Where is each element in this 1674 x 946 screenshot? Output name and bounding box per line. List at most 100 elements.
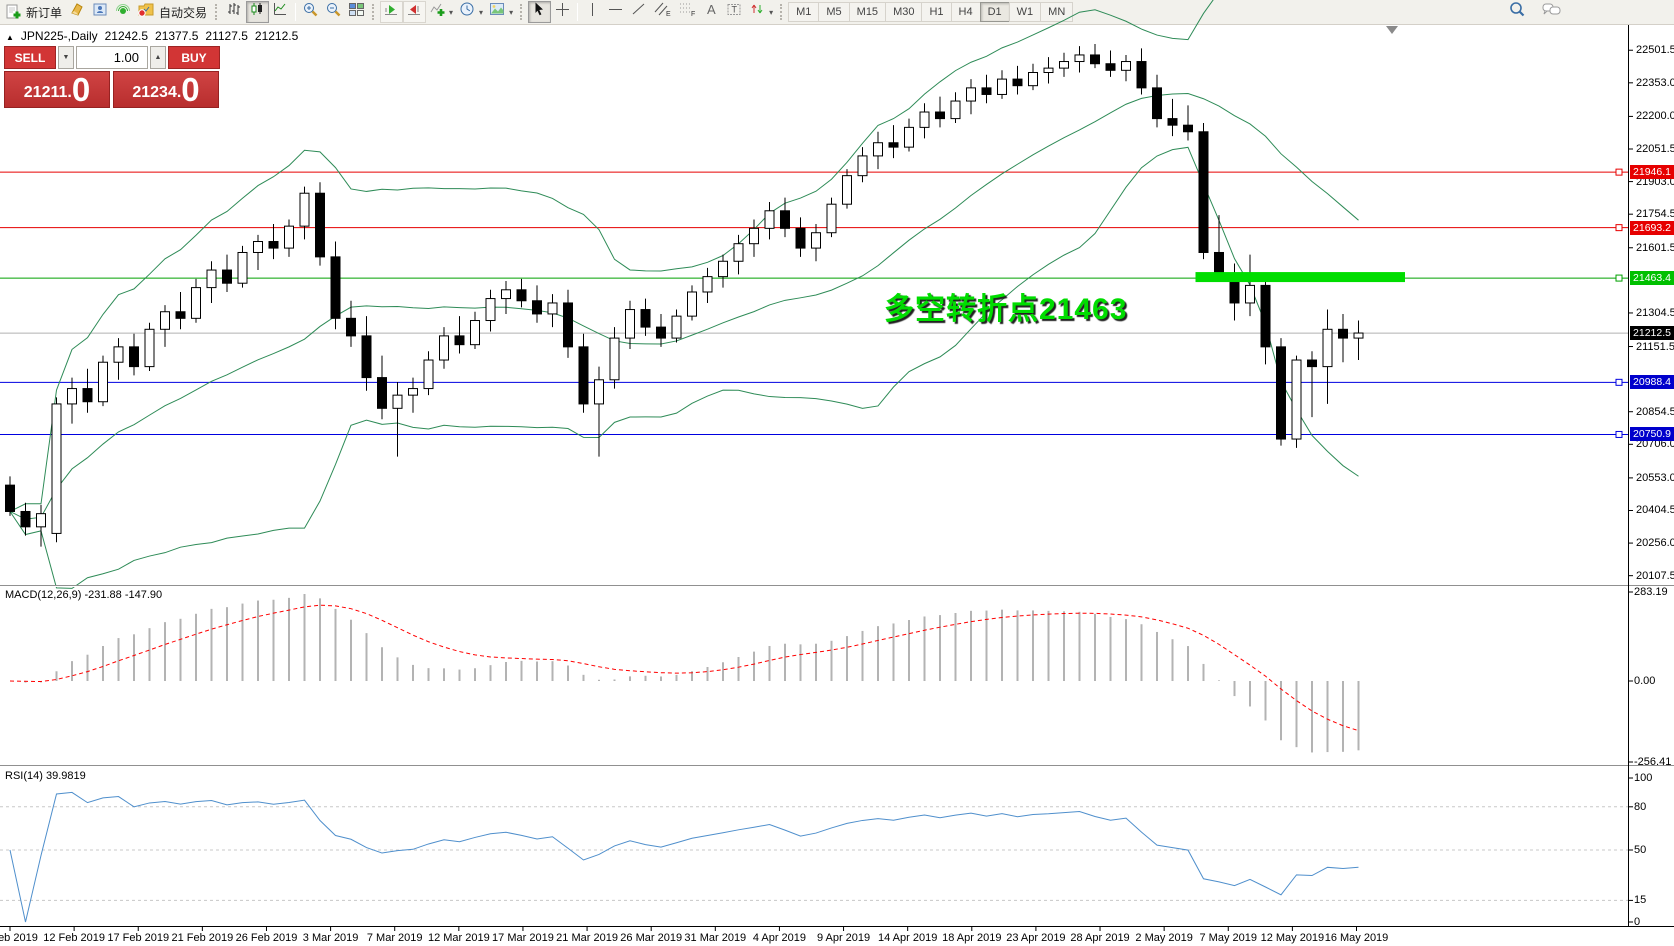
macd-scale-label: 0.00 bbox=[1634, 675, 1656, 687]
text-label-button[interactable]: T bbox=[723, 1, 746, 23]
auto-scroll-button[interactable] bbox=[380, 1, 404, 23]
channel-icon: E bbox=[653, 1, 672, 23]
price-level-badge: 20988.4 bbox=[1630, 375, 1674, 390]
crosshair-button[interactable] bbox=[551, 1, 574, 23]
toolbar-grip bbox=[215, 4, 219, 20]
one-click-trading-panel: SELL ▼ ▲ BUY 21211.0 21234.0 bbox=[4, 46, 222, 108]
horizontal-line-button[interactable] bbox=[604, 1, 627, 23]
auto-trading-label[interactable]: 自动交易 bbox=[159, 5, 208, 20]
svg-text:T: T bbox=[732, 5, 738, 15]
bar-chart-icon bbox=[226, 1, 243, 23]
tile-windows-button[interactable] bbox=[345, 1, 368, 23]
date-label: 21 Feb 2019 bbox=[171, 932, 234, 944]
search-button[interactable] bbox=[1505, 1, 1529, 23]
rsi-scale-label: 100 bbox=[1634, 772, 1653, 784]
rsi-indicator-label: RSI(14) 39.9819 bbox=[5, 770, 86, 782]
timeframe-M5[interactable]: M5 bbox=[818, 2, 850, 22]
text-icon: A bbox=[703, 1, 720, 23]
collapse-triangle-icon[interactable]: ▲ bbox=[6, 33, 14, 42]
highlight-bar[interactable] bbox=[1195, 272, 1406, 283]
bollinger-bands bbox=[9, 0, 1359, 589]
chart-shift-marker-icon[interactable] bbox=[1386, 26, 1398, 34]
price-level-badge: 21693.2 bbox=[1630, 220, 1674, 235]
volume-increment-button[interactable]: ▲ bbox=[150, 46, 166, 69]
price-tick-label: 21754.5 bbox=[1636, 208, 1674, 221]
profile-button[interactable] bbox=[89, 1, 112, 23]
indicators-button[interactable]: ▾ bbox=[426, 1, 456, 23]
timeframe-MN[interactable]: MN bbox=[1040, 2, 1074, 22]
rsi-scale-label: 50 bbox=[1634, 844, 1647, 856]
text-label-icon: T bbox=[726, 1, 743, 23]
auto-trading-button[interactable] bbox=[135, 1, 158, 23]
new-order-button[interactable] bbox=[2, 1, 25, 23]
text-button[interactable]: A bbox=[700, 1, 723, 23]
zoom-out-button[interactable] bbox=[322, 1, 345, 23]
date-label: 31 Mar 2019 bbox=[684, 932, 747, 944]
crayon-button[interactable] bbox=[66, 1, 89, 23]
rsi-scale-label: 80 bbox=[1634, 800, 1647, 813]
svg-text:A: A bbox=[707, 2, 716, 17]
periods-button[interactable]: ▾ bbox=[456, 1, 486, 23]
templates-button[interactable]: ▾ bbox=[486, 1, 516, 23]
buy-price-dot: . bbox=[176, 84, 182, 101]
candlestick-chart-button[interactable] bbox=[246, 1, 270, 23]
current-price-badge: 21212.5 bbox=[1630, 326, 1674, 341]
timeframe-M15[interactable]: M15 bbox=[848, 2, 887, 22]
fibonacci-icon: F bbox=[678, 1, 697, 23]
date-label: 9 Apr 2019 bbox=[816, 932, 871, 944]
fibonacci-button[interactable]: F bbox=[675, 1, 700, 23]
bar-chart-button[interactable] bbox=[223, 1, 246, 23]
line-chart-icon bbox=[272, 1, 289, 23]
signal-icon bbox=[115, 1, 132, 23]
svg-text:F: F bbox=[691, 11, 695, 18]
cursor-button[interactable] bbox=[528, 1, 552, 23]
price-tick-label: 21304.5 bbox=[1636, 306, 1674, 319]
date-label: 12 Mar 2019 bbox=[427, 932, 490, 944]
buy-button[interactable]: BUY bbox=[168, 46, 220, 69]
trendline-button[interactable] bbox=[627, 1, 650, 23]
tile-windows-icon bbox=[348, 1, 365, 23]
chart-shift-button[interactable] bbox=[403, 1, 427, 23]
volume-decrement-button[interactable]: ▼ bbox=[58, 46, 74, 69]
macd-indicator-label: MACD(12,26,9) -231.88 -147.90 bbox=[5, 589, 163, 601]
date-label: 3 Mar 2019 bbox=[302, 932, 359, 944]
arrows-button[interactable]: ▾ bbox=[746, 1, 776, 23]
chevron-down-icon: ▾ bbox=[449, 7, 454, 17]
price-tick-label: 22353.0 bbox=[1636, 76, 1674, 89]
signal-button[interactable] bbox=[112, 1, 135, 23]
chevron-down-icon: ▾ bbox=[769, 7, 774, 17]
sell-price-dot: . bbox=[67, 84, 72, 101]
toolbar-grip bbox=[372, 4, 376, 20]
indicators-icon bbox=[429, 1, 446, 23]
channel-button[interactable]: E bbox=[650, 1, 675, 23]
new-order-label[interactable]: 新订单 bbox=[26, 5, 63, 20]
chat-button[interactable] bbox=[1539, 1, 1565, 23]
svg-text:E: E bbox=[666, 11, 671, 18]
sell-button[interactable]: SELL bbox=[4, 46, 56, 69]
volume-input[interactable] bbox=[76, 46, 148, 69]
price-tick-label: 22200.0 bbox=[1636, 110, 1674, 123]
level-lines[interactable] bbox=[0, 168, 1628, 438]
price-level-badge: 21463.4 bbox=[1630, 271, 1674, 286]
buy-price-box[interactable]: 21234. 0 bbox=[113, 71, 219, 108]
vertical-line-button[interactable] bbox=[581, 1, 604, 23]
toolbar: 新订单 自动交易 bbox=[0, 0, 1674, 25]
ohlc-close: 21212.5 bbox=[254, 29, 299, 43]
date-label: 23 Apr 2019 bbox=[1006, 932, 1066, 944]
vertical-line-icon bbox=[584, 1, 601, 23]
sell-price-box[interactable]: 21211. 0 bbox=[4, 71, 110, 108]
price-tick-label: 21601.5 bbox=[1636, 241, 1674, 254]
date-label: 7 May 2019 bbox=[1199, 932, 1257, 944]
date-label: 17 Feb 2019 bbox=[107, 932, 170, 944]
horizontal-line-icon bbox=[607, 1, 624, 23]
line-chart-button[interactable] bbox=[269, 1, 292, 23]
zoom-in-button[interactable] bbox=[299, 1, 322, 23]
sell-price-big: 0 bbox=[71, 71, 91, 108]
chart-annotation-text[interactable]: 多空转折点21463 bbox=[884, 293, 1128, 326]
price-tick-label: 20553.0 bbox=[1636, 471, 1674, 484]
cursor-icon bbox=[531, 1, 548, 23]
crosshair-icon bbox=[554, 1, 571, 23]
price-tick-label: 22051.5 bbox=[1636, 142, 1674, 155]
